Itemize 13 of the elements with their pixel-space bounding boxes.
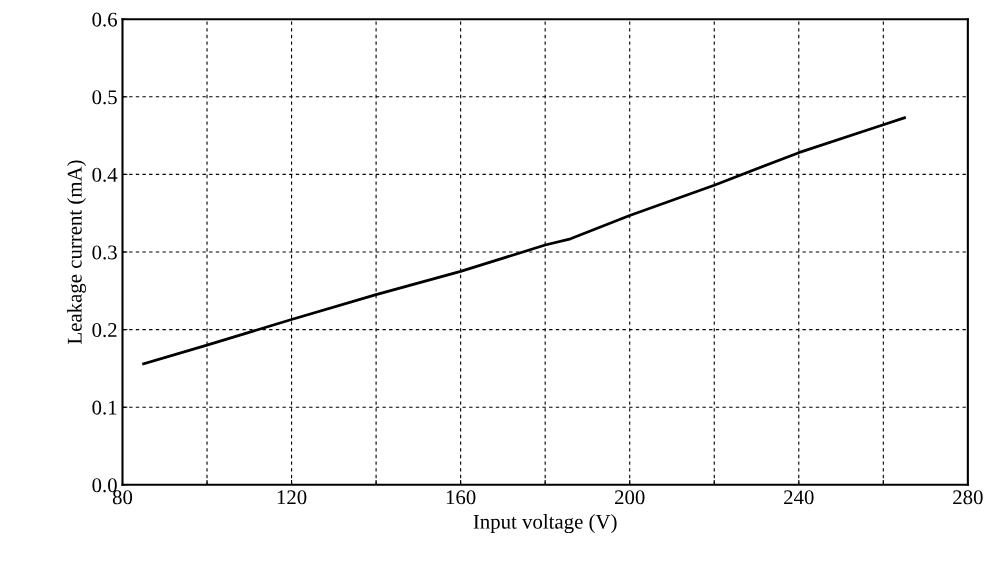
x-tick-label: 120 — [277, 490, 307, 505]
y-tick-label: 0.3 — [92, 245, 117, 260]
y-tick-label: 0.6 — [92, 12, 118, 27]
y-axis-title: Leakage current (mA) — [67, 160, 87, 344]
y-tick-label: 0.2 — [92, 322, 117, 338]
x-axis-title: Input voltage (V) — [473, 514, 617, 534]
x-tick-label: 160 — [446, 490, 476, 505]
y-tick-label: 0.4 — [92, 167, 118, 182]
x-tick-label: 240 — [784, 490, 814, 505]
x-tick-label: 200 — [615, 490, 645, 505]
x-tick-label: 280 — [953, 490, 983, 505]
y-tick-label: 0.1 — [92, 400, 117, 415]
y-tick-label: 0.5 — [92, 90, 117, 105]
